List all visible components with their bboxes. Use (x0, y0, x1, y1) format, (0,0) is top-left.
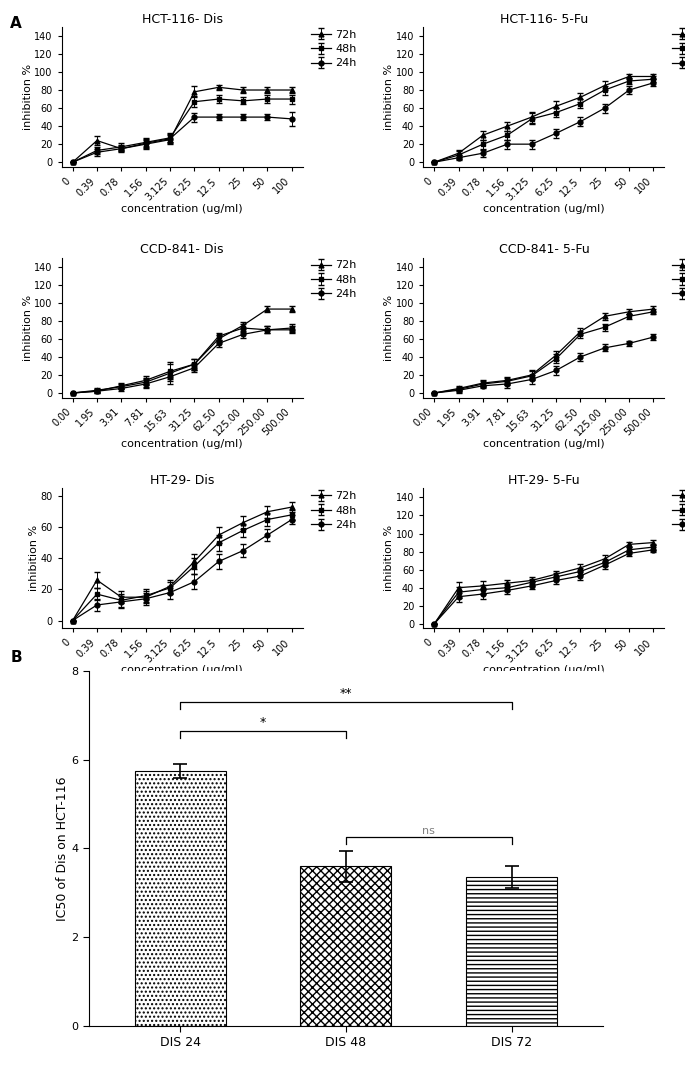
Text: A: A (10, 16, 22, 31)
Y-axis label: inhibition %: inhibition % (29, 525, 39, 592)
X-axis label: concentration (ug/ml): concentration (ug/ml) (483, 204, 605, 214)
Text: ns: ns (423, 826, 435, 836)
Y-axis label: IC50 of Dis on HCT-116: IC50 of Dis on HCT-116 (55, 777, 68, 920)
X-axis label: concentration (ug/ml): concentration (ug/ml) (483, 439, 605, 449)
Title: CCD-841- 5-Fu: CCD-841- 5-Fu (499, 244, 589, 257)
Legend: 72h, 48h, 24h: 72h, 48h, 24h (311, 260, 357, 300)
X-axis label: concentration (ug/ml): concentration (ug/ml) (121, 204, 243, 214)
Legend: 72h, 48h, 24h: 72h, 48h, 24h (673, 491, 685, 531)
Bar (300, 866, 392, 1026)
Y-axis label: inhibition %: inhibition % (384, 294, 395, 361)
Text: **: ** (340, 687, 352, 700)
Title: HCT-116- Dis: HCT-116- Dis (142, 13, 223, 26)
Text: B: B (10, 650, 22, 665)
Title: HT-29- Dis: HT-29- Dis (150, 475, 214, 488)
Bar (135, 771, 226, 1026)
X-axis label: concentration (ug/ml): concentration (ug/ml) (121, 439, 243, 449)
X-axis label: concentration (ug/ml): concentration (ug/ml) (121, 666, 243, 676)
Title: HCT-116- 5-Fu: HCT-116- 5-Fu (500, 13, 588, 26)
Y-axis label: inhibition %: inhibition % (23, 294, 33, 361)
Legend: 72h, 48h, 24h: 72h, 48h, 24h (673, 30, 685, 69)
Legend: 72h, 48h, 24h: 72h, 48h, 24h (311, 491, 357, 531)
Y-axis label: inhibition %: inhibition % (384, 525, 395, 592)
Y-axis label: inhibition %: inhibition % (384, 63, 395, 130)
Y-axis label: inhibition %: inhibition % (23, 63, 33, 130)
Title: HT-29- 5-Fu: HT-29- 5-Fu (508, 475, 580, 488)
Text: *: * (260, 716, 266, 729)
Title: CCD-841- Dis: CCD-841- Dis (140, 244, 224, 257)
Legend: 72h, 48h, 24h: 72h, 48h, 24h (673, 260, 685, 300)
Bar (466, 877, 557, 1026)
X-axis label: concentration (ug/ml): concentration (ug/ml) (483, 666, 605, 676)
Legend: 72h, 48h, 24h: 72h, 48h, 24h (311, 30, 357, 69)
